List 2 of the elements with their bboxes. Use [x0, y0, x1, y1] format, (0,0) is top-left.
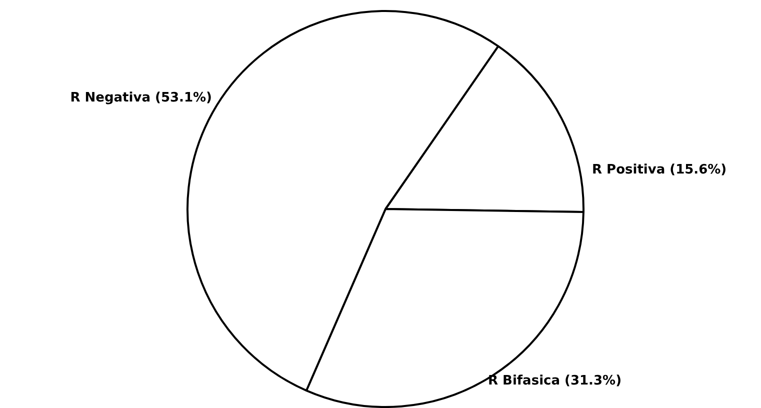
slice-label: R Negativa (53.1%) [70, 90, 212, 106]
slice-label: R Positiva (15.6%) [592, 162, 727, 178]
